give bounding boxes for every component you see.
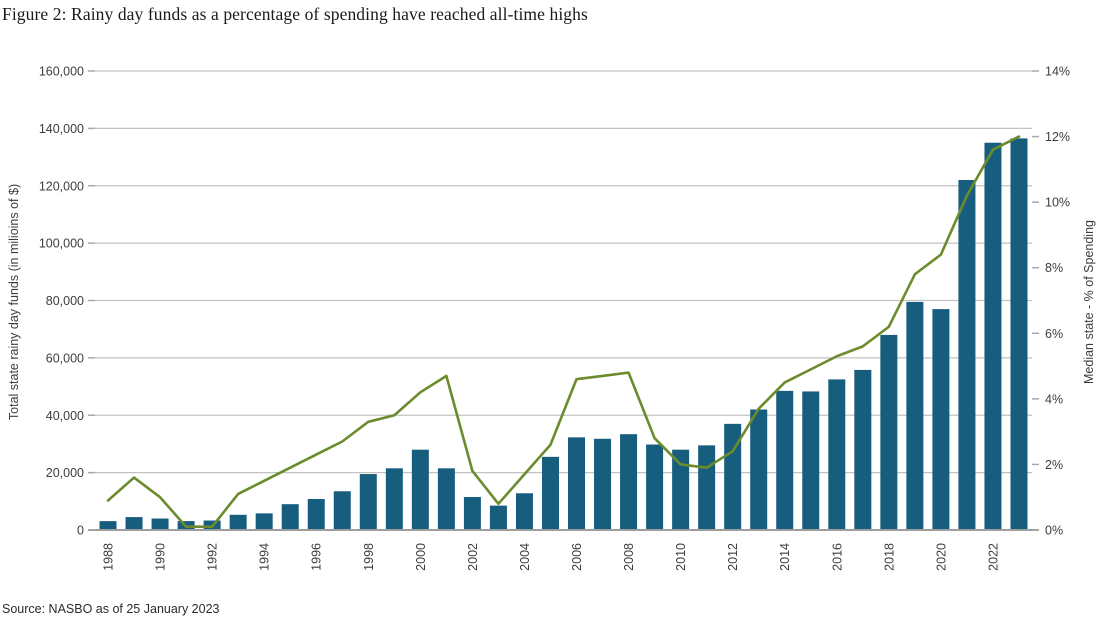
bar-1988: [99, 521, 117, 530]
bar-2007: [594, 438, 612, 530]
rainy-day-funds-combo-chart: 0 20,000 40,000 60,000 80,000 100,000 120,000 1…: [39, 65, 1070, 571]
bar-1995: [281, 504, 299, 530]
bar-1993: [229, 514, 247, 530]
bar-2010: [672, 449, 690, 530]
bar-2011: [698, 445, 716, 530]
x-tick-label: 2020: [934, 543, 948, 571]
bar-2023: [1010, 138, 1028, 530]
right-tick-label: 4%: [1045, 392, 1063, 406]
bar-2000: [411, 449, 429, 530]
bar-2022: [984, 142, 1002, 530]
bar-2002: [463, 497, 481, 530]
bar-2012: [724, 423, 742, 530]
x-tick-label: 1998: [362, 543, 376, 571]
left-tick-label: 120,000: [39, 179, 84, 193]
x-tick-label: 2014: [778, 543, 792, 571]
right-tick-label: 2%: [1045, 458, 1063, 472]
bar-2017: [854, 369, 872, 530]
bar-2009: [646, 444, 664, 530]
left-tick-label: 20,000: [46, 466, 84, 480]
x-tick-label: 2002: [466, 543, 480, 571]
bar-1990: [151, 518, 169, 530]
x-tick-label: 2006: [570, 543, 584, 571]
left-tick-label: 140,000: [39, 122, 84, 136]
bar-1989: [125, 517, 143, 530]
bar-2004: [515, 493, 533, 530]
right-tick-label: 10%: [1045, 196, 1070, 210]
bar-2018: [880, 334, 898, 530]
bar-1999: [385, 468, 403, 530]
bar-2006: [568, 437, 586, 530]
x-tick-label: 2016: [830, 543, 844, 571]
x-tick-label: 2022: [986, 543, 1000, 571]
x-tick-label: 2008: [622, 543, 636, 571]
bar-2014: [776, 390, 794, 530]
bar-2003: [489, 505, 507, 530]
left-tick-label: 60,000: [46, 351, 84, 365]
right-tick-label: 12%: [1045, 130, 1070, 144]
bar-2008: [620, 434, 638, 530]
left-tick-label: 100,000: [39, 237, 84, 251]
x-tick-label: 2000: [414, 543, 428, 571]
bar-2015: [802, 391, 820, 530]
right-tick-label: 0%: [1045, 524, 1063, 538]
bar-1998: [359, 474, 377, 530]
bar-1996: [307, 499, 325, 530]
bar-1994: [255, 513, 273, 530]
x-tick-label: 1992: [206, 543, 220, 571]
left-tick-label: 0: [77, 524, 84, 538]
bar-2016: [828, 379, 846, 530]
x-tick-label: 2018: [882, 543, 896, 571]
source-note: Source: NASBO as of 25 January 2023: [2, 602, 220, 616]
x-tick-label: 1994: [258, 543, 272, 571]
bar-2019: [906, 301, 924, 530]
x-tick-label: 2010: [674, 543, 688, 571]
right-tick-label: 6%: [1045, 327, 1063, 341]
x-tick-label: 1996: [310, 543, 324, 571]
bar-2013: [750, 409, 768, 530]
right-tick-label: 14%: [1045, 65, 1070, 79]
median-state-trend-line: [106, 135, 1021, 529]
x-tick-label: 2004: [518, 543, 532, 571]
bar-1997: [333, 491, 351, 530]
left-tick-label: 40,000: [46, 409, 84, 423]
left-tick-label: 80,000: [46, 294, 84, 308]
bar-2001: [437, 468, 455, 530]
bar-2005: [541, 456, 559, 530]
x-tick-label: 2012: [726, 543, 740, 571]
bar-2021: [958, 180, 976, 530]
left-tick-label: 160,000: [39, 65, 84, 79]
bar-2020: [932, 309, 950, 530]
x-tick-label: 1990: [154, 543, 168, 571]
right-tick-label: 8%: [1045, 261, 1063, 275]
x-tick-label: 1988: [102, 543, 116, 571]
figure-title: Figure 2: Rainy day funds as a percentag…: [2, 4, 588, 24]
